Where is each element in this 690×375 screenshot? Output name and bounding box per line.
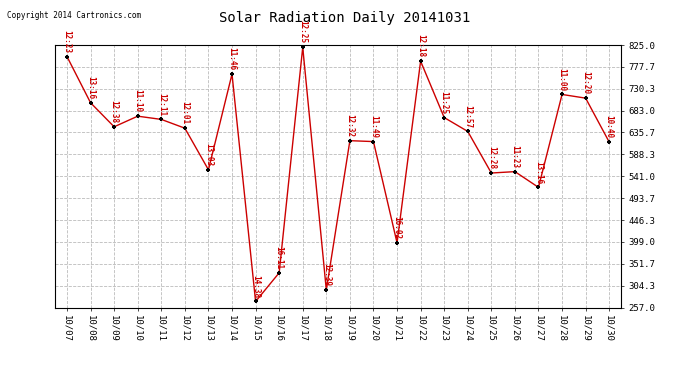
Point [486,170,497,176]
Point [274,270,285,276]
Point [557,92,568,98]
Text: 10:40: 10:40 [604,115,613,138]
Text: 11:25: 11:25 [440,91,449,114]
Text: 12:23: 12:23 [63,30,72,53]
Point [533,184,544,190]
Point [509,169,520,175]
Point [344,138,355,144]
Point [580,95,591,101]
Text: 12:38: 12:38 [110,100,119,123]
Text: 12:18: 12:18 [416,34,425,57]
Text: Copyright 2014 Cartronics.com: Copyright 2014 Cartronics.com [7,11,141,20]
Text: 12:32: 12:32 [346,114,355,137]
Text: 12:20: 12:20 [581,71,590,94]
Text: Radiation  (W/m2): Radiation (W/m2) [527,16,618,25]
Point [156,116,167,122]
Point [439,114,450,120]
Text: 13:16: 13:16 [86,76,95,99]
Point [368,139,379,145]
Point [108,124,119,130]
Text: 11:49: 11:49 [369,115,378,138]
Point [604,139,615,145]
Point [132,113,144,119]
Text: 11:10: 11:10 [133,89,142,112]
Text: 11:46: 11:46 [228,47,237,70]
Text: 12:11: 12:11 [157,93,166,116]
Text: 12:01: 12:01 [180,101,189,124]
Text: 13:16: 13:16 [534,160,543,184]
Text: 11:23: 11:23 [511,145,520,168]
Point [391,240,402,246]
Text: 16:11: 16:11 [275,246,284,269]
Point [321,287,332,293]
Point [297,44,308,50]
Text: 11:00: 11:00 [558,68,566,91]
Point [415,58,426,64]
Text: 12:28: 12:28 [487,146,496,170]
Point [226,71,237,77]
Text: 13:03: 13:03 [204,143,213,166]
Point [462,128,473,134]
Point [203,167,214,173]
Text: 12:39: 12:39 [322,263,331,286]
Text: Solar Radiation Daily 20141031: Solar Radiation Daily 20141031 [219,11,471,25]
Text: 12:57: 12:57 [463,105,472,128]
Text: 16:02: 16:02 [393,216,402,239]
Text: 14:38: 14:38 [251,274,260,298]
Point [250,298,261,304]
Point [61,54,72,60]
Point [179,125,190,131]
Text: 12:25: 12:25 [298,21,307,44]
Point [85,100,96,106]
